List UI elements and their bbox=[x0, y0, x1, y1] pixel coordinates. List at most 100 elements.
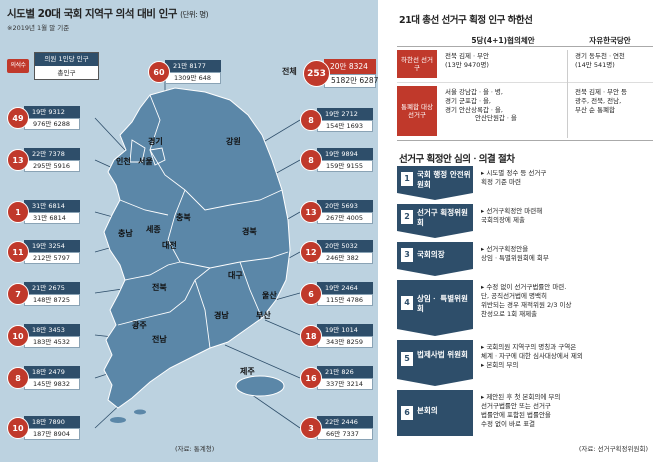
total-pop: 66만 7337 bbox=[317, 428, 373, 440]
desc-line: ▸ 수정 없이 선거구법률안 마련. bbox=[481, 283, 567, 291]
divider bbox=[397, 46, 653, 47]
step-number: 2 bbox=[401, 210, 413, 224]
region-label: 전남 bbox=[152, 335, 167, 344]
col-head-lkp: 자유한국당안 bbox=[589, 36, 631, 45]
step-number: 6 bbox=[401, 406, 413, 420]
cell-line: (13만 9470명) bbox=[445, 60, 489, 69]
seats-badge: 49 bbox=[7, 107, 29, 129]
step-desc: ▸ 수정 없이 선거구법률안 마련. 단, 공직선거법에 명백히 위반되는 경우… bbox=[481, 283, 572, 319]
seats-badge: 7 bbox=[7, 283, 29, 305]
legend-line2: 총인구 bbox=[57, 69, 76, 77]
step-name: 법제사법 위원회 bbox=[417, 350, 468, 359]
seats-badge: 13 bbox=[7, 149, 29, 171]
desc-line: ▸ 선거구획정안 마련해 bbox=[481, 207, 543, 215]
step-arrow-tip bbox=[397, 329, 473, 336]
cell-line: 안산단원갑ㆍ을 bbox=[475, 114, 517, 123]
total-callout: 전체 253 20만 8324 5182만 6287 bbox=[282, 56, 378, 92]
step-desc: ▸ 시도별 정수 등 선거구 획정 기준 마련 bbox=[481, 169, 546, 187]
total-pop: 337만 3214 bbox=[317, 378, 373, 390]
step-2: 2 선거구 획정위원회 ▸ 선거구획정안 마련해 국회의장에 제출 bbox=[397, 204, 653, 238]
process-title: 선거구 획정안 심의ㆍ의결 절차 bbox=[399, 154, 515, 165]
region-label: 충남 bbox=[118, 229, 133, 238]
cell-line: 부산 순 통폐합 bbox=[575, 105, 616, 114]
map-title-text: 시도별 20대 국회 지역구 의석 대비 인구 bbox=[7, 8, 177, 20]
per-member-pop: 18만 3453 bbox=[24, 324, 80, 336]
step-desc: ▸ 선거구획정안을 상임ㆍ특별위원회에 회부 bbox=[481, 245, 549, 263]
seats-badge: 3 bbox=[300, 417, 322, 439]
per-member-pop: 20만 5032 bbox=[317, 240, 373, 252]
total-pop: 343만 8259 bbox=[317, 336, 373, 348]
step-name: 국회 행정 안전위원회 bbox=[417, 170, 471, 189]
region-label: 경남 bbox=[214, 311, 229, 320]
step-name: 본회의 bbox=[417, 406, 438, 415]
region-label: 울산 bbox=[262, 291, 277, 300]
merge-coalition: 서울 강남갑ㆍ을ㆍ병, 경기 군포갑ㆍ을, 경기 안산상록갑ㆍ을, 안산단원갑ㆍ… bbox=[445, 88, 517, 123]
step-number: 3 bbox=[401, 248, 413, 262]
step-name: 상임ㆍ 특별위원회 bbox=[417, 294, 468, 313]
cell-line: 전북 김제ㆍ부안 등 bbox=[575, 88, 627, 96]
step-arrow-tip bbox=[397, 193, 473, 200]
seats-badge: 13 bbox=[300, 201, 322, 223]
step-arrow-tip bbox=[397, 231, 473, 238]
total-pop: 31만 6814 bbox=[24, 212, 80, 224]
per-member-pop: 19만 9894 bbox=[317, 148, 373, 160]
desc-line: 선거구법률안 또는 선거구 bbox=[481, 402, 551, 411]
jeju-shape bbox=[235, 375, 285, 397]
region-label: 서울 bbox=[138, 157, 153, 166]
total-pop: 187만 8904 bbox=[24, 428, 80, 440]
legend-seats: 의석수 bbox=[7, 59, 29, 73]
process-source: (자료: 선거구획정위원회) bbox=[578, 445, 648, 453]
total-pop: 159만 9155 bbox=[317, 160, 373, 172]
step-1: 1 국회 행정 안전위원회 ▸ 시도별 정수 등 선거구 획정 기준 마련 bbox=[397, 166, 653, 200]
total-per-member: 20만 8324 bbox=[324, 59, 376, 74]
cell-line: 경기 군포갑ㆍ을, bbox=[445, 96, 491, 105]
per-member-pop: 18만 7890 bbox=[24, 416, 80, 428]
province-borders bbox=[117, 94, 289, 349]
region-label: 인천 bbox=[116, 157, 131, 166]
step-3: 3 국회의장 ▸ 선거구획정안을 상임ㆍ특별위원회에 회부 bbox=[397, 242, 653, 276]
total-pop: 1309만 648 bbox=[165, 72, 221, 84]
per-member-pop: 31만 6814 bbox=[24, 200, 80, 212]
per-member-pop: 19만 9312 bbox=[24, 106, 80, 118]
region-label: 강원 bbox=[226, 137, 241, 146]
divider bbox=[397, 82, 653, 83]
map-unit: (단위: 명) bbox=[180, 10, 209, 19]
region-label: 제주 bbox=[240, 367, 255, 376]
row-label-merge: 통폐합 대상 선거구 bbox=[397, 86, 437, 136]
island-shape bbox=[134, 409, 146, 415]
step-arrow-tip bbox=[397, 269, 473, 276]
desc-line: 법률안에 포함된 법률안을 bbox=[481, 411, 551, 420]
step-4: 4 상임ㆍ 특별위원회 ▸ 수정 없이 선거구법률안 마련. 단, 공직선거법에… bbox=[397, 280, 653, 336]
total-pop: 115만 4786 bbox=[317, 294, 373, 306]
total-pop: 246만 382 bbox=[317, 252, 373, 264]
total-pop: 154만 1693 bbox=[317, 120, 373, 132]
seats-badge: 10 bbox=[7, 325, 29, 347]
cell-line: 서울 강남갑ㆍ을ㆍ병, bbox=[445, 88, 503, 96]
threshold-title: 21대 총선 선거구 획정 인구 하한선 bbox=[399, 15, 533, 26]
seats-badge: 1 bbox=[7, 201, 29, 223]
desc-line: 단, 공직선거법에 명백히 bbox=[481, 292, 547, 301]
map-legend: 의석수 의원 1인당 인구 총인구 bbox=[7, 52, 99, 82]
seats-badge: 8 bbox=[7, 367, 29, 389]
total-pop: 267만 4005 bbox=[317, 212, 373, 224]
col-head-coalition: 5당(4+1)협의체안 bbox=[471, 36, 535, 45]
seats-badge: 6 bbox=[300, 283, 322, 305]
step-desc: ▸ 국회의원 지역구의 명칭과 구역은 체계ㆍ자구에 대한 심사대상에서 제외 … bbox=[481, 343, 583, 370]
per-member-pop: 19만 2464 bbox=[317, 282, 373, 294]
per-member-pop: 19만 1014 bbox=[317, 324, 373, 336]
district-info-panel: 21대 총선 선거구 획정 인구 하한선 5당(4+1)협의체안 자유한국당안 … bbox=[383, 0, 660, 462]
divider bbox=[567, 50, 568, 138]
seats-badge: 8 bbox=[300, 149, 322, 171]
desc-line: 수정 없이 바로 표결 bbox=[481, 420, 536, 429]
per-member-pop: 19만 3254 bbox=[24, 240, 80, 252]
seats-badge: 60 bbox=[148, 61, 170, 83]
legend-box: 의원 1인당 인구 총인구 bbox=[34, 52, 99, 80]
threshold-coalition: 전북 김제ㆍ부안 (13만 9470명) bbox=[445, 52, 489, 70]
mainland-shape bbox=[103, 87, 291, 409]
desc-line: ▸ 제안된 후 첫 본회의에 부의 bbox=[481, 393, 561, 401]
per-member-pop: 21만 826 bbox=[317, 366, 373, 378]
step-desc: ▸ 선거구획정안 마련해 국회의장에 제출 bbox=[481, 207, 542, 225]
island-shape bbox=[110, 417, 126, 423]
region-label: 충북 bbox=[176, 213, 191, 222]
total-seats-badge: 253 bbox=[303, 60, 330, 87]
